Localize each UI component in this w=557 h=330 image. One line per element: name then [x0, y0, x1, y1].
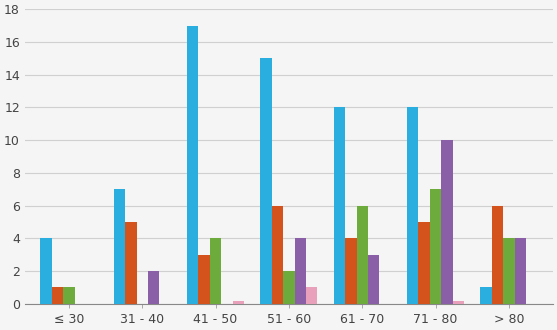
Bar — [356, 206, 368, 304]
Bar — [453, 301, 464, 304]
Bar — [515, 238, 526, 304]
Bar — [283, 271, 295, 304]
Bar — [261, 58, 272, 304]
Bar — [407, 107, 418, 304]
Bar — [441, 140, 453, 304]
Bar — [368, 255, 379, 304]
Bar — [233, 301, 244, 304]
Bar — [125, 222, 136, 304]
Bar — [334, 107, 345, 304]
Bar — [418, 222, 430, 304]
Bar — [210, 238, 221, 304]
Bar — [41, 238, 52, 304]
Bar — [187, 25, 198, 304]
Bar — [430, 189, 441, 304]
Bar — [481, 287, 492, 304]
Bar — [492, 206, 503, 304]
Bar — [503, 238, 515, 304]
Bar — [295, 238, 306, 304]
Bar — [306, 287, 317, 304]
Bar — [63, 287, 75, 304]
Bar — [52, 287, 63, 304]
Bar — [148, 271, 159, 304]
Bar — [198, 255, 210, 304]
Bar — [345, 238, 356, 304]
Bar — [114, 189, 125, 304]
Bar — [272, 206, 283, 304]
